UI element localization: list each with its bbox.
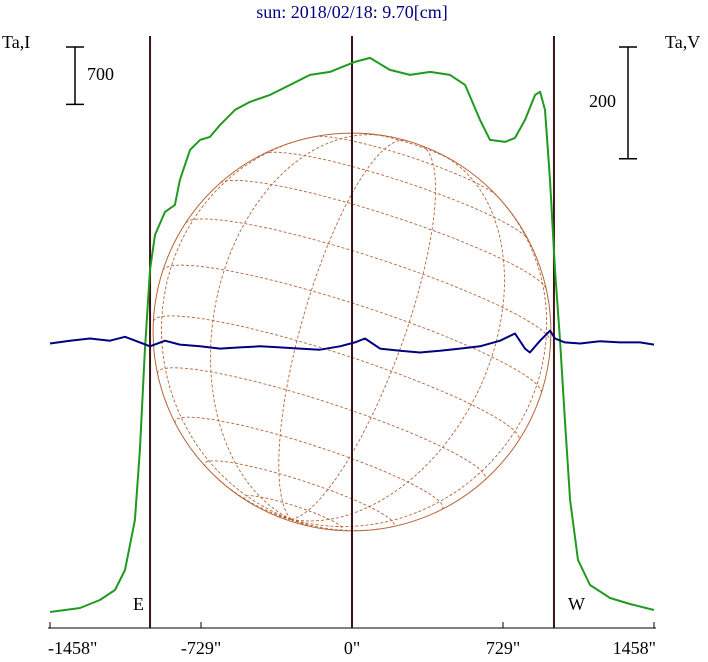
grid-curve [153,315,520,440]
scale-bar-label: 700 [87,64,114,84]
grid-curve [243,495,343,531]
series-line [49,56,655,613]
chart-title: sun: 2018/02/18: 9.70[cm] [256,2,448,22]
grid-curve [220,179,547,290]
grid-curve [269,512,292,520]
grid-curve [278,139,406,520]
grid-curve [185,218,552,342]
x-tick-label: 729" [486,638,520,658]
marker-label: E [133,594,144,614]
grid-curve [290,518,313,528]
x-tick-label: 0" [344,638,360,658]
grid-curve [213,474,292,520]
grid-curve [157,367,487,481]
grid-curve [314,135,498,197]
x-tick-label: -729" [181,638,221,658]
scale-bar-label: 200 [589,91,616,111]
grid-curve [291,153,505,522]
grid-curve [263,151,529,240]
series-line [49,329,655,354]
grid-curve [210,134,386,520]
grid-curve [204,460,395,528]
y2-axis-label: Ta,V [665,32,700,52]
grid-curve [291,145,436,520]
grid-curve [162,264,542,394]
marker-label: W [568,594,585,614]
grid-curve [290,195,548,528]
grid-curve [290,518,380,532]
grid-curve [290,518,296,523]
x-tick-label: 1458" [613,638,656,658]
grid-curve [161,136,315,520]
grid-curve [174,416,444,510]
x-tick-label: -1458" [48,638,97,658]
y-axis-label: Ta,I [2,32,30,52]
grid-curve [370,133,454,162]
